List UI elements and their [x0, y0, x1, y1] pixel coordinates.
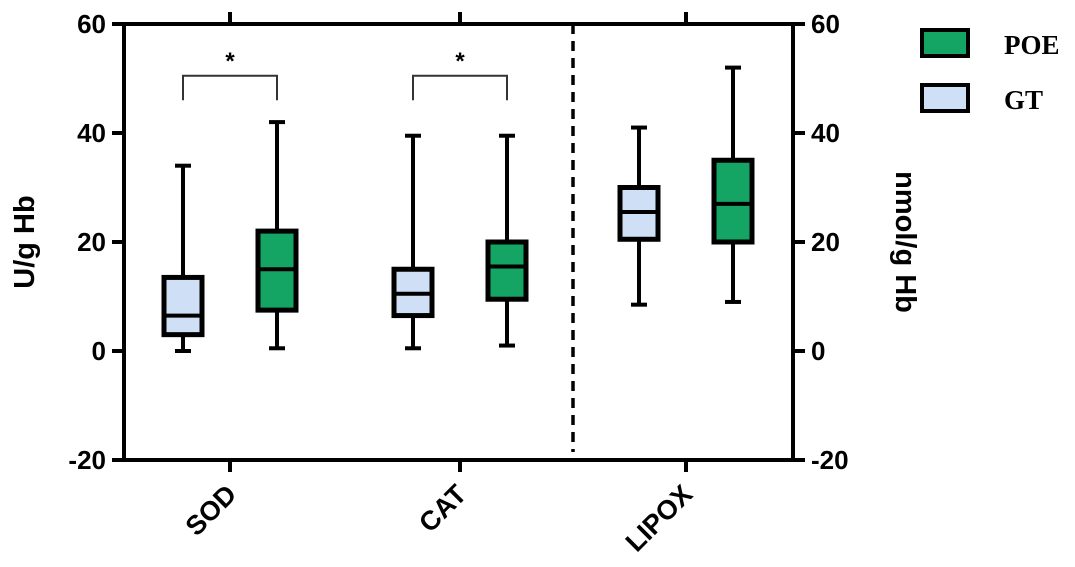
left-y-tick-label: 60	[77, 9, 106, 39]
legend-label-gt: GT	[1004, 85, 1043, 115]
right-y-tick-label: 20	[811, 227, 840, 257]
legend-swatch-gt	[920, 83, 970, 113]
significance-star: *	[225, 48, 235, 75]
left-y-tick-label: 0	[92, 336, 106, 366]
box-poe-sod	[255, 120, 299, 351]
box-poe-cat	[485, 133, 529, 348]
right-y-tick-label: 40	[811, 118, 840, 148]
box-iqr	[711, 157, 755, 245]
category-label: SOD	[180, 479, 243, 542]
left-y-tick-label: 40	[77, 118, 106, 148]
right-axis-title: nmol/g Hb	[889, 171, 921, 313]
box-gt-lipox	[617, 125, 661, 307]
right-y-tick-label: 0	[811, 336, 825, 366]
significance-star: *	[455, 48, 465, 75]
box-iqr	[485, 239, 529, 302]
right-y-tick-label: -20	[811, 445, 849, 475]
box-gt-sod	[161, 163, 205, 353]
left-axis-title: U/g Hb	[9, 195, 41, 288]
significance-bracket	[182, 74, 278, 101]
legend-swatch-poe	[920, 28, 970, 58]
box-gt-cat	[391, 133, 435, 351]
legend-label-poe: POE	[1004, 30, 1060, 60]
significance-bracket	[412, 74, 508, 101]
left-y-tick-label: 20	[77, 227, 106, 257]
box-iqr	[161, 274, 205, 338]
right-y-tick-label: 60	[811, 9, 840, 39]
category-label: LIPOX	[620, 479, 698, 557]
left-y-tick-label: -20	[68, 445, 106, 475]
box-poe-lipox	[711, 65, 755, 304]
category-label: CAT	[413, 479, 472, 538]
